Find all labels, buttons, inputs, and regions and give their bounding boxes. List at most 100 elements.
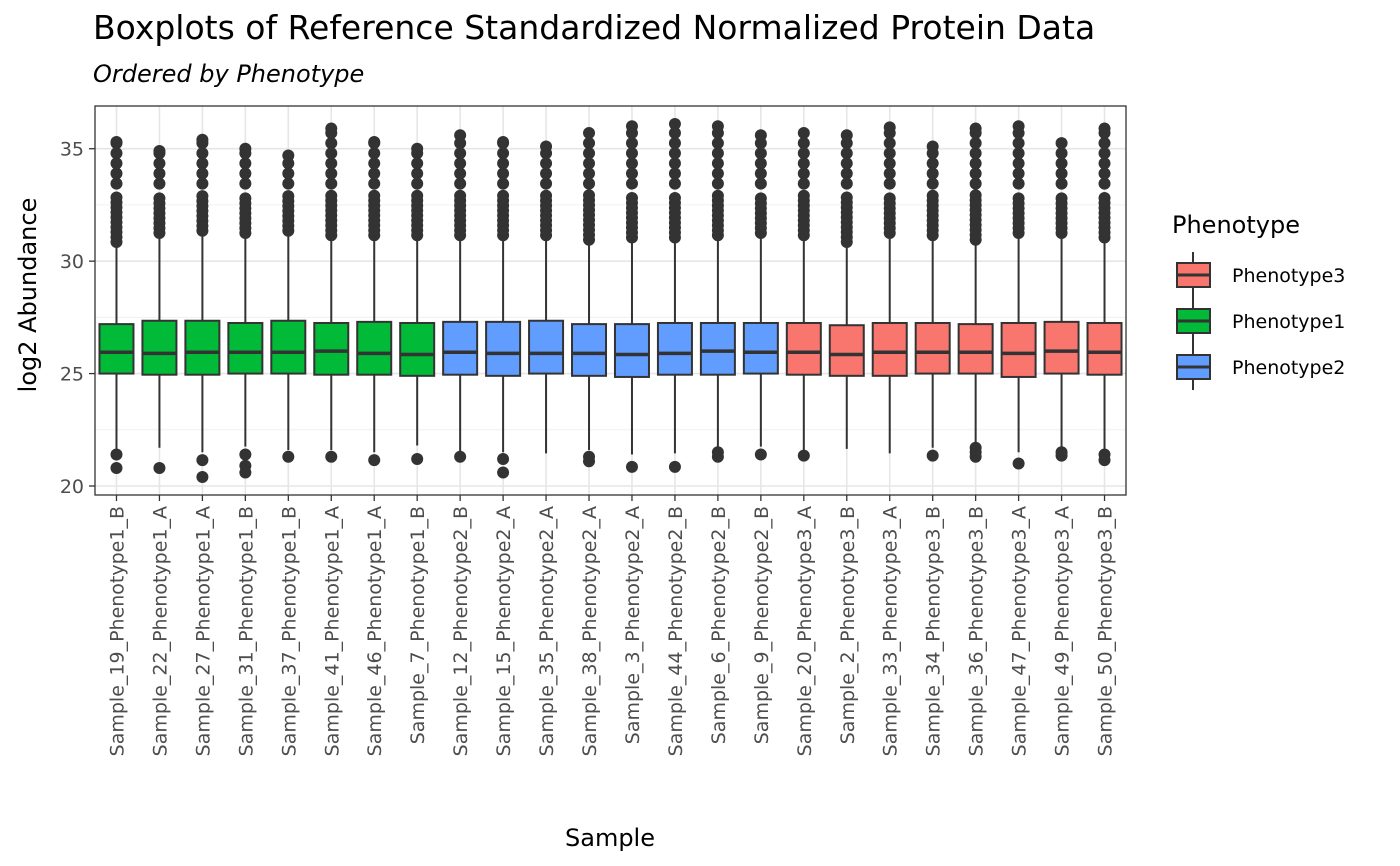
outlier-point — [411, 189, 424, 202]
x-axis-label: Sample — [565, 824, 655, 852]
box-Sample_41_Phenotype1_A — [313, 122, 350, 463]
outlier-point — [1012, 157, 1025, 170]
outlier-point — [540, 189, 553, 202]
outlier-point — [797, 147, 810, 160]
outlier-point — [196, 167, 209, 180]
box-Sample_34_Phenotype3_B — [914, 140, 951, 462]
outlier-point — [497, 167, 510, 180]
outlier-point — [668, 117, 681, 130]
outlier-point — [883, 167, 896, 180]
outlier-point — [625, 147, 638, 160]
outlier-point — [797, 449, 810, 462]
x-tick-label: Sample_46_Phenotype1_A — [364, 506, 386, 756]
outlier-point — [883, 121, 896, 134]
x-axis: Sample_19_Phenotype1_B Sample_22_Phenotyp… — [106, 495, 1117, 756]
box-iqr — [957, 323, 994, 375]
outlier-point — [926, 449, 939, 462]
legend-title: Phenotype — [1172, 211, 1300, 239]
outlier-point — [625, 157, 638, 170]
outlier-point — [583, 147, 596, 160]
outlier-point — [497, 157, 510, 170]
outlier-point — [625, 120, 638, 133]
x-tick-label: Sample_20_Phenotype3_A — [794, 506, 816, 756]
outlier-point — [1012, 167, 1025, 180]
box-iqr — [141, 319, 178, 376]
outlier-point — [325, 137, 338, 150]
outlier-point — [239, 157, 252, 170]
box-iqr — [613, 323, 650, 378]
outlier-point — [325, 167, 338, 180]
outlier-point — [1098, 191, 1111, 204]
box-iqr — [485, 320, 522, 377]
outlier-point — [368, 135, 381, 148]
box-iqr — [399, 321, 436, 377]
outlier-point — [1012, 192, 1025, 205]
outlier-point — [583, 189, 596, 202]
outlier-point — [497, 453, 510, 466]
box-Sample_47_Phenotype3_A — [1000, 120, 1037, 470]
legend-item-Phenotype3: Phenotype3 — [1176, 252, 1345, 298]
outlier-point — [711, 167, 724, 180]
box-Sample_50_Phenotype3_B — [1086, 122, 1123, 467]
outlier-point — [840, 177, 853, 190]
outlier-point — [239, 142, 252, 155]
outlier-point — [926, 167, 939, 180]
outlier-point — [711, 450, 724, 463]
x-tick-label: Sample_44_Phenotype2_B — [665, 506, 687, 756]
box-Sample_46_Phenotype1_A — [356, 135, 393, 467]
box-iqr — [699, 321, 736, 376]
box-iqr — [356, 320, 393, 376]
x-tick-label: Sample_50_Phenotype3_B — [1095, 506, 1117, 756]
outlier-point — [926, 189, 939, 202]
outlier-point — [325, 147, 338, 160]
outlier-point — [754, 157, 767, 170]
outlier-point — [668, 126, 681, 139]
box-Sample_31_Phenotype1_B — [227, 142, 264, 479]
outlier-point — [797, 177, 810, 190]
outlier-point — [969, 450, 982, 463]
x-tick-label: Sample_9_Phenotype2_B — [751, 506, 773, 744]
outlier-point — [840, 167, 853, 180]
outlier-point — [196, 471, 209, 484]
outlier-point — [969, 157, 982, 170]
x-tick-label: Sample_38_Phenotype2_A — [579, 506, 601, 756]
box-Sample_38_Phenotype2_A — [571, 126, 608, 468]
outlier-point — [325, 189, 338, 202]
outlier-point — [625, 191, 638, 204]
box-Sample_3_Phenotype2_A — [613, 120, 650, 473]
outlier-point — [411, 177, 424, 190]
outlier-point — [625, 167, 638, 180]
x-tick-label: Sample_37_Phenotype1_B — [278, 506, 300, 756]
outlier-point — [239, 192, 252, 205]
y-tick-label: 30 — [60, 251, 84, 273]
box-iqr — [270, 319, 307, 375]
x-tick-label: Sample_22_Phenotype1_A — [149, 506, 171, 756]
x-tick-label: Sample_2_Phenotype3_B — [837, 506, 859, 744]
outlier-point — [797, 189, 810, 202]
outlier-point — [282, 177, 295, 190]
outlier-point — [926, 157, 939, 170]
boxplot-series — [98, 117, 1123, 484]
outlier-point — [497, 177, 510, 190]
x-tick-label: Sample_35_Phenotype2_A — [536, 506, 558, 756]
outlier-point — [1098, 167, 1111, 180]
outlier-point — [110, 167, 123, 180]
outlier-point — [754, 147, 767, 160]
outlier-point — [1098, 122, 1111, 135]
outlier-point — [540, 140, 553, 153]
outlier-point — [196, 454, 209, 467]
outlier-point — [1055, 137, 1068, 150]
box-iqr — [914, 321, 951, 375]
x-tick-label: Sample_49_Phenotype3_A — [1052, 506, 1074, 756]
outlier-point — [239, 448, 252, 461]
outlier-point — [368, 189, 381, 202]
x-tick-label: Sample_36_Phenotype3_B — [966, 506, 988, 756]
y-tick-label: 20 — [60, 476, 84, 498]
outlier-point — [153, 144, 166, 157]
x-tick-label: Sample_41_Phenotype1_A — [321, 506, 343, 756]
y-axis: 20 25 30 35 — [60, 139, 95, 498]
outlier-point — [711, 147, 724, 160]
outlier-point — [883, 137, 896, 150]
outlier-point — [926, 177, 939, 190]
